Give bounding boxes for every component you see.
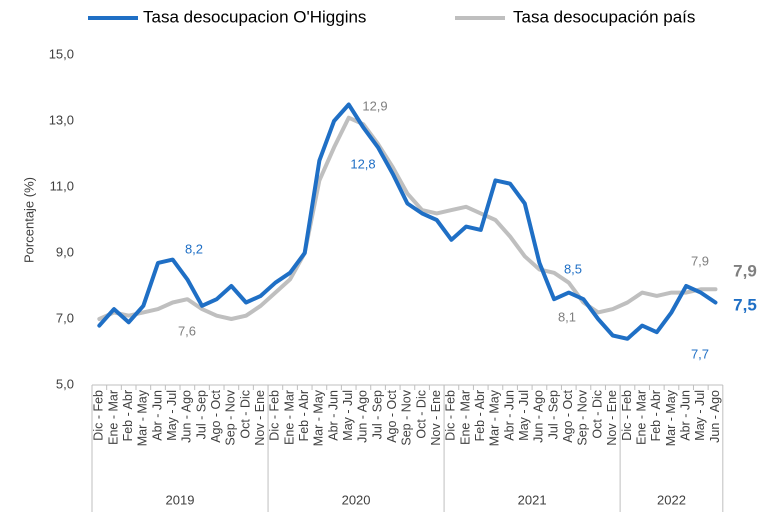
group-label: 2021 [518,492,547,507]
x-tick-label: Ago - Oct [561,389,575,442]
x-tick-label: Dic - Feb [444,390,458,441]
x-tick-label: Feb - Abr [473,390,487,441]
y-axis-label: Porcentaje (%) [21,177,36,263]
annotation: 8,1 [558,309,576,324]
series-line [97,102,718,341]
group-label: 2022 [657,492,686,507]
x-tick-label: Abr - Jun [678,390,692,441]
x-tick-label: Oct - Dic [414,390,428,439]
annotation: 12,9 [362,98,387,113]
x-tick-label: Jun - Ago [708,390,722,443]
x-tick-label: Sep - Nov [224,389,238,445]
x-tick-label: May - Jul [165,390,179,441]
annotation: 8,2 [185,241,203,256]
x-tick-label: Jun - Ago [180,390,194,443]
x-tick-label: Oct - Dic [238,390,252,439]
x-tick-label: Nov - Ene [429,390,443,446]
x-tick-label: Nov - Ene [605,390,619,446]
x-tick-label: Abr - Jun [326,390,340,441]
y-tick-label: 7,0 [56,310,74,325]
x-tick-label: Sep - Nov [400,389,414,445]
y-tick-label: 11,0 [50,178,74,193]
x-tick-label: Ene - Mar [106,390,120,445]
group-label: 2020 [342,492,371,507]
annotation: 7,9 [733,261,757,280]
y-tick-label: 5,0 [56,376,74,391]
annotation: 7,9 [691,253,709,268]
x-tick-label: Ene - Mar [282,390,296,445]
x-tick-label: Ago - Oct [385,389,399,442]
legend-label: Tasa desocupación país [513,7,695,26]
group-label: 2019 [166,492,195,507]
x-tick-label: Oct - Dic [590,390,604,439]
x-tick-label: Jul - Sep [546,390,560,439]
x-tick-label: Feb - Abr [121,390,135,441]
x-tick-label: May - Jul [517,390,531,441]
x-tick-label: Dic - Feb [620,390,634,441]
legend-label: Tasa desocupacion O'Higgins [143,7,366,26]
annotation: 8,5 [564,261,582,276]
annotation: 7,6 [178,323,196,338]
x-tick-label: Abr - Jun [502,390,516,441]
y-tick-label: 9,0 [56,244,74,259]
x-tick-label: Jun - Ago [356,390,370,443]
x-tick-label: Nov - Ene [253,390,267,446]
annotation: 7,5 [733,295,757,314]
x-tick-label: Ago - Oct [209,389,223,442]
x-tick-label: Mar - May [488,389,502,446]
x-tick-label: May - Jul [341,390,355,441]
x-tick-label: Jun - Ago [532,390,546,443]
x-tick-label: Dic - Feb [92,390,106,441]
x-tick-label: Mar - May [664,389,678,446]
y-tick-label: 15,0 [49,46,74,61]
x-tick-label: May - Jul [693,390,707,441]
x-tick-label: Dic - Feb [268,390,282,441]
x-tick-label: Feb - Abr [649,390,663,441]
annotation: 7,7 [691,346,709,361]
x-tick-label: Jul - Sep [194,390,208,439]
x-tick-label: Sep - Nov [576,389,590,445]
x-tick-label: Mar - May [312,389,326,446]
y-tick-label: 13,0 [49,112,74,127]
annotation: 12,8 [350,156,375,171]
x-tick-label: Jul - Sep [370,390,384,439]
series-line [97,115,718,321]
x-tick-label: Feb - Abr [297,390,311,441]
x-tick-label: Ene - Mar [458,390,472,445]
x-tick-label: Abr - Jun [150,390,164,441]
x-tick-label: Mar - May [136,389,150,446]
x-tick-label: Ene - Mar [634,390,648,445]
